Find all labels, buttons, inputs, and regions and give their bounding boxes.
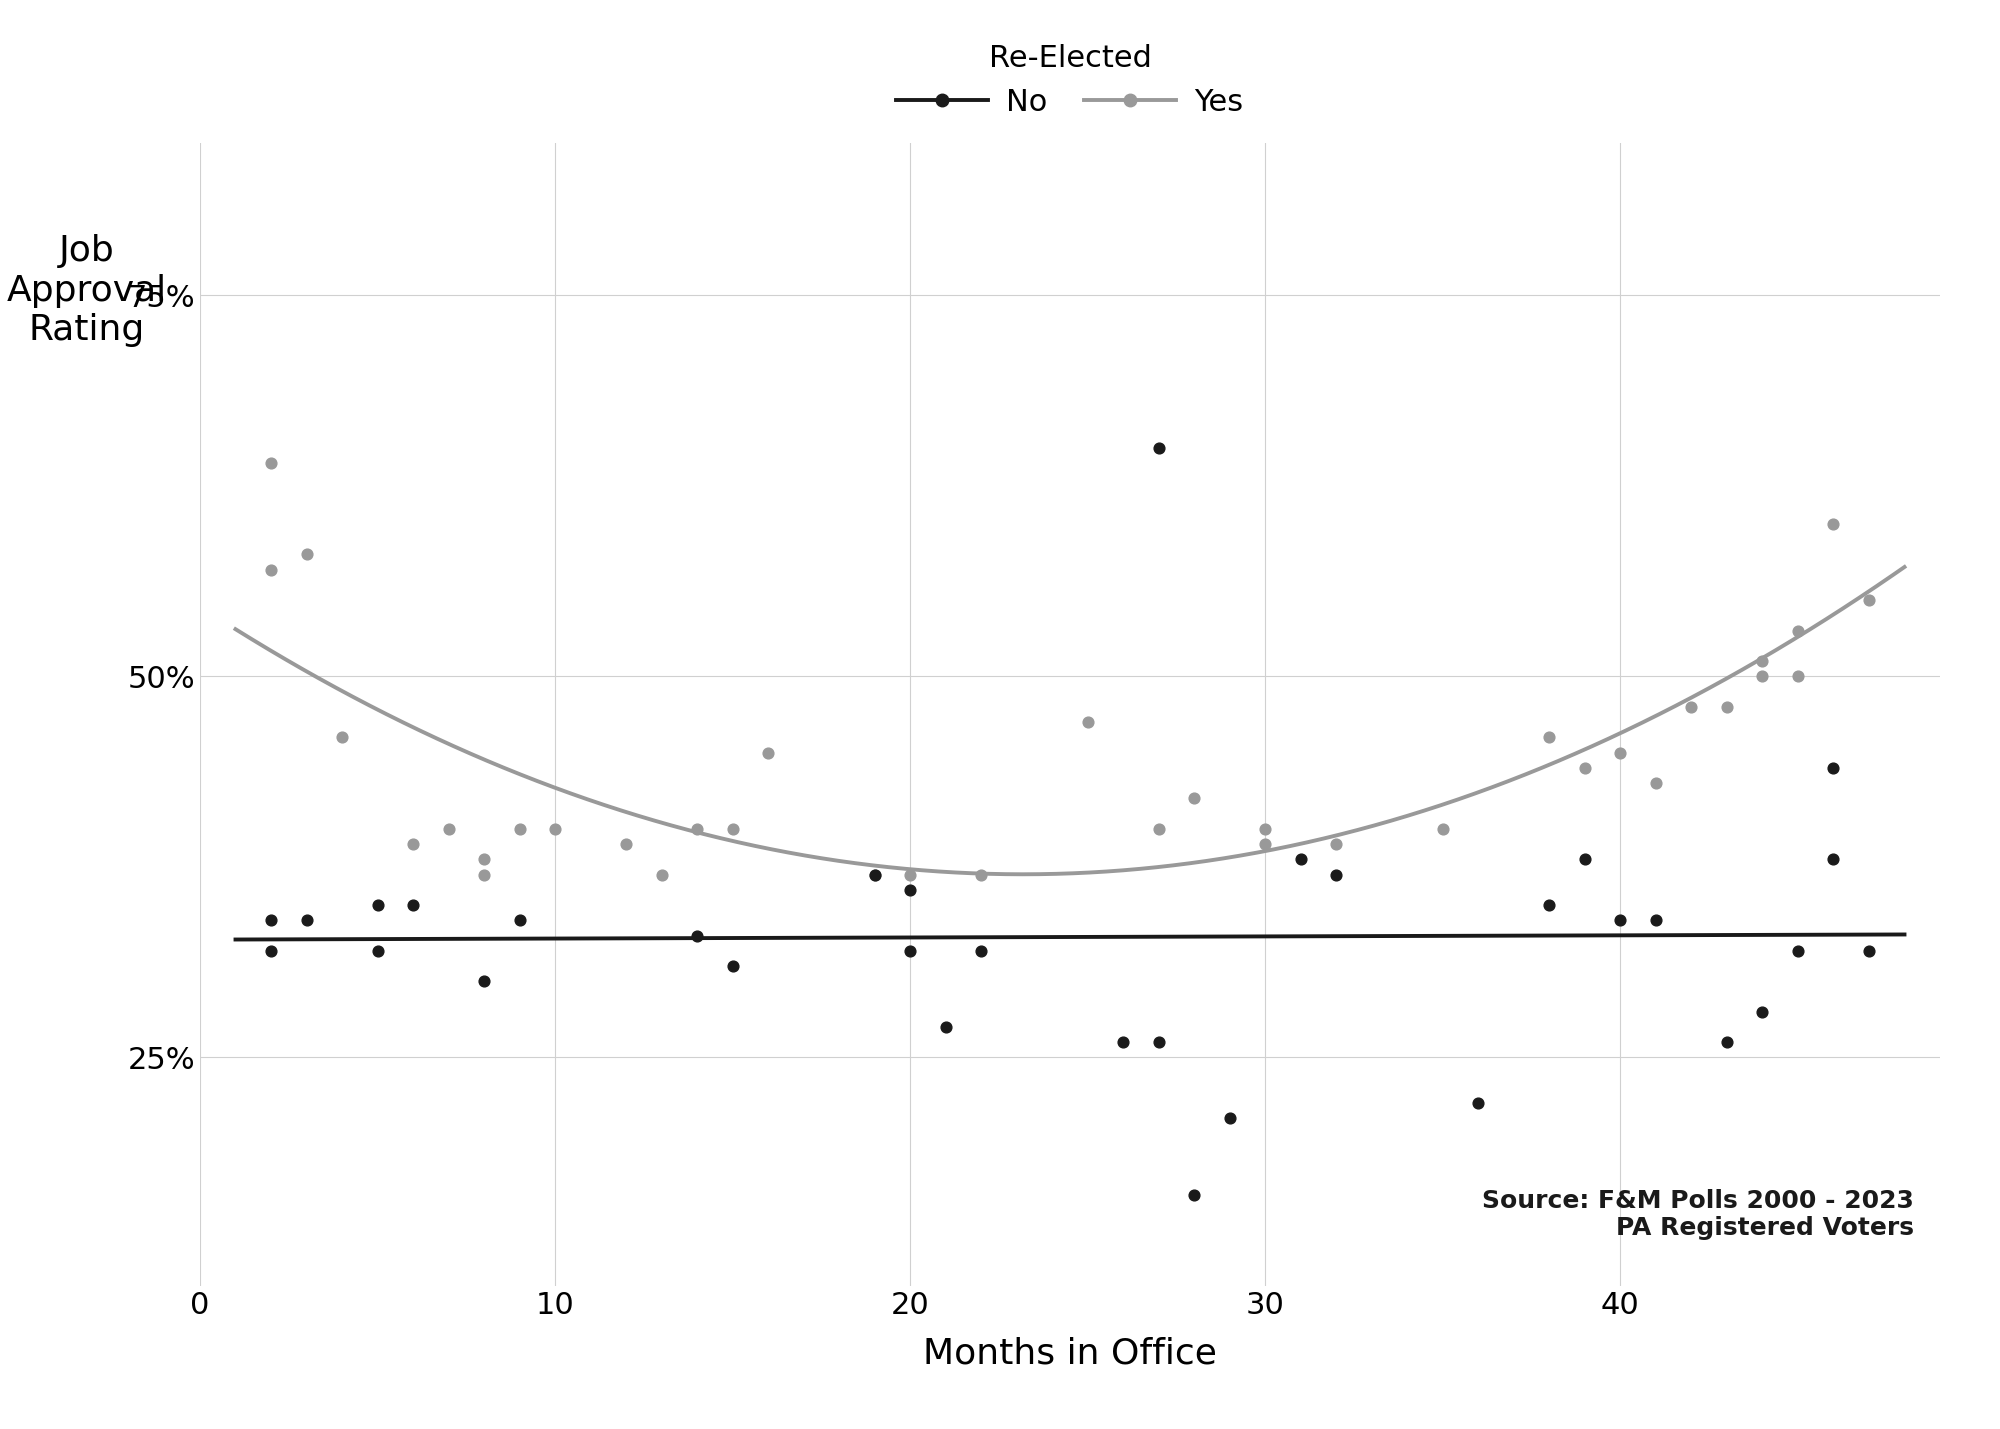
Point	[256, 452, 288, 474]
Point	[1746, 664, 1778, 687]
Point	[1710, 696, 1742, 719]
Point	[398, 833, 430, 856]
Point	[1072, 710, 1104, 733]
X-axis label: Months in Office: Months in Office	[924, 1336, 1216, 1370]
Point	[1782, 939, 1814, 962]
Point	[1568, 847, 1600, 870]
Point	[1142, 1030, 1174, 1053]
Point	[1284, 847, 1316, 870]
Point	[362, 893, 394, 916]
Point	[1320, 863, 1352, 886]
Point	[894, 879, 926, 902]
Point	[1568, 756, 1600, 779]
Point	[1818, 756, 1850, 779]
Y-axis label: Job
Approval
Rating: Job Approval Rating	[6, 234, 166, 347]
Point	[894, 939, 926, 962]
Point	[1782, 664, 1814, 687]
Point	[1746, 1000, 1778, 1023]
Point	[1852, 939, 1884, 962]
Point	[468, 847, 500, 870]
Point	[1426, 817, 1458, 840]
Point	[1534, 726, 1566, 749]
Point	[1142, 436, 1174, 459]
Point	[1818, 513, 1850, 536]
Point	[540, 817, 572, 840]
Point	[1320, 833, 1352, 856]
Point	[1676, 696, 1708, 719]
Point	[1604, 909, 1636, 932]
Point	[1178, 787, 1210, 810]
Point	[362, 939, 394, 962]
Point	[256, 909, 288, 932]
Point	[1818, 847, 1850, 870]
Point	[504, 817, 536, 840]
Point	[682, 925, 714, 947]
Point	[1640, 909, 1672, 932]
Point	[290, 909, 322, 932]
Point	[398, 893, 430, 916]
Point	[610, 833, 642, 856]
Point	[1710, 1030, 1742, 1053]
Point	[1640, 772, 1672, 795]
Point	[1178, 1183, 1210, 1206]
Point	[930, 1016, 962, 1039]
Point	[1214, 1107, 1246, 1130]
Point	[504, 909, 536, 932]
Point	[716, 955, 748, 977]
Point	[966, 939, 998, 962]
Point	[1250, 833, 1282, 856]
Point	[256, 559, 288, 582]
Point	[1250, 817, 1282, 840]
Point	[1852, 589, 1884, 612]
Point	[894, 863, 926, 886]
Point	[1746, 650, 1778, 673]
Text: Source: F&M Polls 2000 - 2023
PA Registered Voters: Source: F&M Polls 2000 - 2023 PA Registe…	[1482, 1189, 1914, 1240]
Point	[290, 543, 322, 566]
Point	[858, 863, 890, 886]
Point	[682, 817, 714, 840]
Point	[468, 970, 500, 993]
Point	[1142, 817, 1174, 840]
Point	[1108, 1030, 1140, 1053]
Point	[858, 863, 890, 886]
Legend: No, Yes: No, Yes	[896, 44, 1244, 117]
Point	[468, 863, 500, 886]
Point	[716, 817, 748, 840]
Point	[1462, 1092, 1494, 1115]
Point	[646, 863, 678, 886]
Point	[752, 742, 784, 765]
Point	[256, 939, 288, 962]
Point	[1534, 893, 1566, 916]
Point	[1604, 742, 1636, 765]
Point	[966, 863, 998, 886]
Point	[432, 817, 464, 840]
Point	[1782, 619, 1814, 642]
Point	[326, 726, 358, 749]
